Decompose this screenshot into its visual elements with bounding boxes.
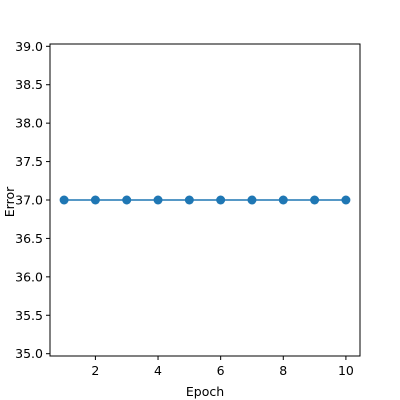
- x-tick-label: 8: [279, 363, 287, 378]
- y-tick-label: 35.5: [15, 308, 43, 323]
- data-point: [122, 195, 132, 205]
- data-point: [341, 195, 351, 205]
- y-axis-ticks: 35.0 35.5 36.0 36.5 37.0 37.5 38.0 38.5 39.0: [15, 39, 50, 361]
- y-tick-label: 36.0: [15, 269, 43, 284]
- y-tick-label: 39.0: [15, 39, 43, 54]
- data-point: [59, 195, 69, 205]
- data-point: [247, 195, 257, 205]
- x-tick-label: 4: [154, 363, 162, 378]
- y-tick-label: 38.0: [15, 116, 43, 131]
- x-tick-label: 6: [217, 363, 225, 378]
- data-point: [310, 195, 320, 205]
- x-axis-label: Epoch: [186, 384, 224, 399]
- y-tick-label: 37.5: [15, 154, 43, 169]
- y-axis-label: Error: [2, 186, 17, 217]
- y-tick-label: 35.0: [15, 346, 43, 361]
- x-axis-ticks: 2 4 6 8 10: [91, 356, 354, 378]
- data-point: [278, 195, 288, 205]
- x-tick-label: 2: [91, 363, 99, 378]
- data-point: [184, 195, 194, 205]
- series-layer: [59, 195, 351, 205]
- y-tick-label: 37.0: [15, 193, 43, 208]
- y-tick-label: 38.5: [15, 77, 43, 92]
- x-tick-label: 10: [338, 363, 354, 378]
- data-point: [153, 195, 163, 205]
- data-point: [90, 195, 100, 205]
- data-point: [216, 195, 226, 205]
- y-tick-label: 36.5: [15, 231, 43, 246]
